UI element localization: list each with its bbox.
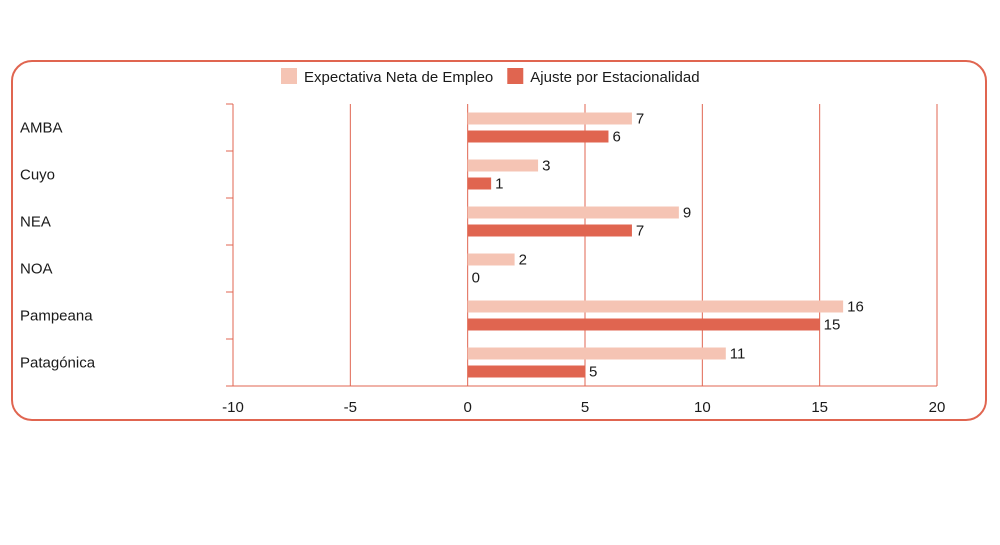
data-label: 3 [542,158,550,175]
legend: Expectativa Neta de Empleo Ajuste por Est… [281,68,700,86]
x-tick-label: -10 [222,399,244,416]
data-label: 5 [589,364,597,381]
x-tick-label: 20 [929,399,946,416]
bar-expectativa [468,348,726,360]
bar-ajuste [468,366,585,378]
bar-ajuste [468,225,632,237]
bar-expectativa [468,113,632,125]
legend-label: Expectativa Neta de Empleo [304,69,493,86]
x-tick-label: -5 [344,399,357,416]
data-label: 11 [730,346,746,363]
category-label: Pampeana [20,308,93,325]
category-label: Cuyo [20,167,55,184]
category-label: NEA [20,214,51,231]
x-tick-label: 0 [463,399,471,416]
bars [468,113,843,378]
x-tick-label: 15 [811,399,828,416]
bar-expectativa [468,207,679,219]
data-label: 16 [847,299,864,316]
x-tick-label: 5 [581,399,589,416]
category-label: AMBA [20,120,63,137]
data-label: 2 [519,252,527,269]
category-label: Patagónica [20,355,96,372]
bar-expectativa [468,301,843,313]
gridlines [233,104,937,386]
bar-ajuste [468,178,491,190]
data-label: 15 [824,317,841,334]
data-label: 7 [636,223,644,240]
category-label: NOA [20,261,53,278]
bar-expectativa [468,254,515,266]
legend-swatch [507,68,523,84]
legend-swatch [281,68,297,84]
bar-expectativa [468,160,538,172]
bar-ajuste [468,319,820,331]
bar-ajuste [468,131,609,143]
data-label: 9 [683,205,691,222]
legend-label: Ajuste por Estacionalidad [530,69,699,86]
x-tick-label: 10 [694,399,711,416]
data-label: 7 [636,111,644,128]
axes [226,104,937,386]
data-label: 1 [495,176,503,193]
data-label: 6 [612,129,620,146]
data-label: 0 [472,270,480,287]
